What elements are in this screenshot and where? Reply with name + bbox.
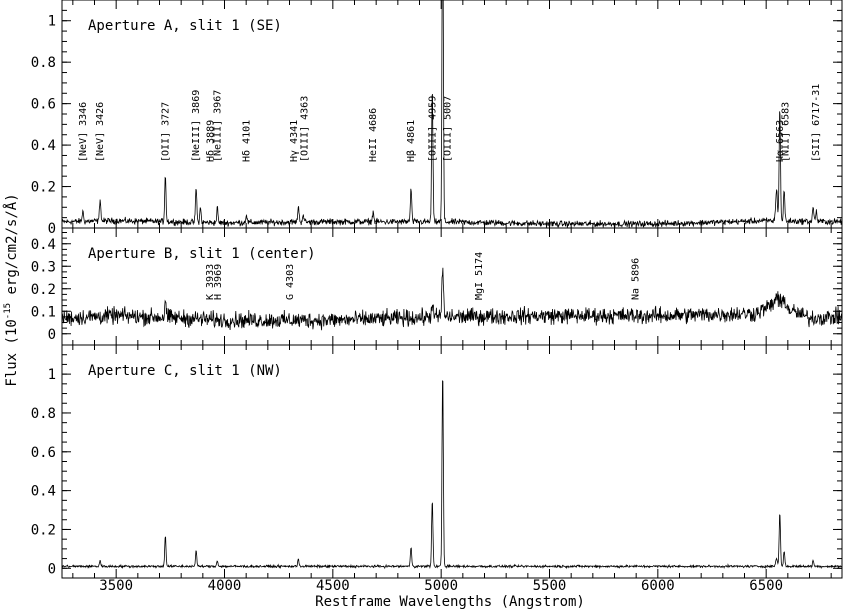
emission-line-label: MgI 5174 — [474, 252, 485, 300]
emission-line-label: [OIII] 4959 — [427, 96, 438, 162]
emission-line-label: [OII] 3727 — [160, 102, 171, 162]
emission-line-label: [OIII] 4363 — [300, 96, 311, 162]
panel-title: Aperture B, slit 1 (center) — [88, 246, 316, 262]
panel-3: 0 0.2 0.4 0.6 0.8 1 Aperture C, slit 1 (NW) — [31, 344, 843, 579]
y-tick-label: 0.1 — [31, 304, 56, 320]
y-axis-label-exponent: -15 — [3, 303, 13, 319]
panel-frame — [61, 344, 843, 579]
y-tick-label: 0 — [48, 221, 56, 237]
x-tick-label: 4000 — [208, 578, 242, 594]
y-tick-label: 0.4 — [31, 138, 56, 154]
emission-line-label: Hγ 4341 — [289, 120, 300, 162]
x-axis-label: Restframe Wavelengths (Angstrom) — [315, 594, 585, 610]
emission-line-label: [NeV] 3426 — [95, 102, 106, 162]
spectrum-line — [62, 380, 842, 570]
y-tick-label: 0.8 — [31, 406, 56, 422]
x-tick-label: 5000 — [424, 578, 458, 594]
emission-line-label: H 3969 — [213, 264, 224, 300]
emission-line-label: Hδ 3889 — [205, 120, 216, 162]
emission-line-label: [OIII] 5007 — [443, 96, 454, 162]
x-tick-label: 3500 — [99, 578, 133, 594]
y-tick-label: 0.2 — [31, 522, 56, 538]
emission-line-label: Na 5896 — [630, 258, 641, 300]
y-axis-label-prefix: Flux (10 — [4, 319, 20, 386]
y-axis-label: Flux (10-15 erg/cm2/s/Å) — [3, 193, 20, 386]
y-tick-label: 0 — [48, 561, 56, 577]
emission-line-label: Hα 6563 — [775, 120, 786, 162]
emission-line-label: Hβ 4861 — [406, 120, 417, 162]
y-tick-label: 0.6 — [31, 97, 56, 113]
emission-line-label: [SII] 6717-31 — [811, 84, 822, 162]
emission-line-label: K 3933 — [205, 264, 216, 300]
x-tick-label: 4500 — [316, 578, 350, 594]
emission-line-label: G 4303 — [285, 264, 296, 300]
y-tick-label: 0.4 — [31, 484, 56, 500]
y-tick-label: 1 — [48, 14, 56, 30]
emission-line-label: [NeIII] 3869 — [191, 90, 202, 162]
emission-line-label: [NeV] 3346 — [78, 102, 89, 162]
emission-line-label: HeII 4686 — [368, 108, 379, 162]
panel-2: 0 0.1 0.2 0.3 0.4 Aperture B, slit 1 (center)… — [31, 227, 843, 346]
x-tick-label: 6000 — [641, 578, 675, 594]
emission-line-label: Hδ 4101 — [241, 120, 252, 162]
x-tick-label: 6500 — [749, 578, 783, 594]
y-tick-label: 0.4 — [31, 237, 56, 253]
spectrum-line — [62, 0, 842, 228]
y-tick-label: 0.8 — [31, 55, 56, 71]
y-tick-label: 0 — [48, 327, 56, 343]
spectrum-line — [62, 267, 842, 331]
y-tick-label: 0.2 — [31, 282, 56, 298]
panel-1: 0 0.2 0.4 0.6 0.8 1 Aperture A, slit 1 (SE) [Ne… — [31, 0, 843, 237]
emission-line-label: [NII] 6583 — [781, 102, 792, 162]
panel-title: Aperture A, slit 1 (SE) — [88, 18, 282, 34]
y-tick-label: 0.6 — [31, 445, 56, 461]
y-tick-label: 0.3 — [31, 259, 56, 275]
x-tick-label: 5500 — [533, 578, 567, 594]
panel-title: Aperture C, slit 1 (NW) — [88, 363, 282, 379]
panels-group: 0 0.2 0.4 0.6 0.8 1 Aperture A, slit 1 (SE) [Ne… — [31, 0, 843, 594]
y-tick-label: 1 — [48, 367, 56, 383]
emission-line-label: [NeIII] 3967 — [212, 90, 223, 162]
y-tick-label: 0.2 — [31, 180, 56, 196]
y-axis-label-units: erg/cm2/s/Å) — [3, 193, 20, 303]
